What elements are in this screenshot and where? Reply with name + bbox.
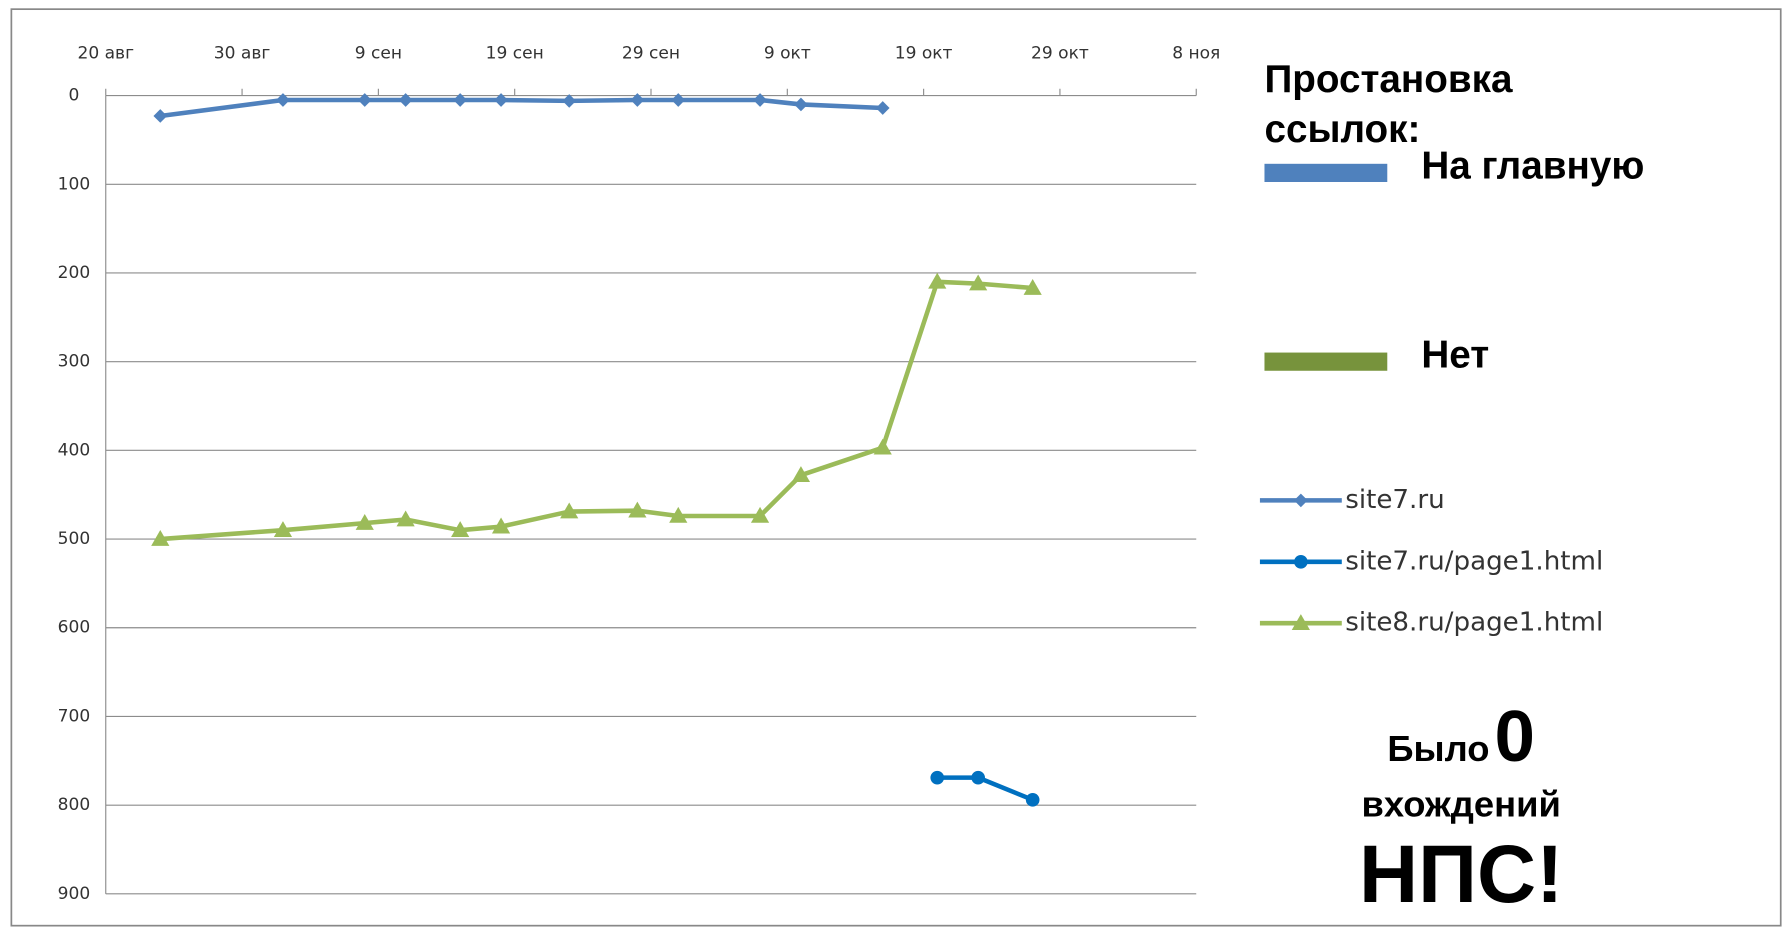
- point: [355, 513, 374, 530]
- point: [494, 93, 508, 107]
- point: [794, 97, 808, 112]
- legend-marker: [1294, 554, 1308, 569]
- legend-marker: [1294, 493, 1308, 508]
- point: [398, 93, 413, 107]
- x-tick-label: 8 ноя: [1172, 44, 1220, 64]
- y-tick-label: 700: [58, 706, 91, 726]
- y-tick-label: 100: [58, 174, 91, 194]
- point: [791, 466, 811, 483]
- point: [1023, 278, 1042, 295]
- annotation-text: вхождений: [1361, 783, 1561, 825]
- chart-frame: [10, 8, 1782, 927]
- legend-swatch: [1264, 352, 1388, 371]
- annotation-text: НПС!: [1359, 829, 1564, 920]
- y-tick-label: 200: [58, 263, 91, 283]
- legend-label: site8.ru/page1.html: [1345, 608, 1603, 638]
- point: [753, 93, 767, 107]
- spacer: [1546, 307, 1547, 308]
- point: [491, 517, 511, 534]
- y-tick-label: 400: [58, 440, 91, 460]
- x-tick-label: 29 сен: [622, 44, 680, 64]
- point: [276, 93, 290, 107]
- y-tick-label: 800: [58, 795, 91, 815]
- point: [451, 521, 470, 538]
- point: [930, 770, 945, 785]
- x-tick-label: 19 сен: [486, 44, 544, 64]
- y-tick-label: 500: [58, 529, 91, 549]
- legend-label: site7.ru/page1.html: [1345, 546, 1603, 576]
- point: [875, 101, 890, 115]
- annotation-number: 0: [1494, 699, 1536, 777]
- y-tick-label: 900: [58, 884, 91, 904]
- legend-title: Простановка ссылок:: [1264, 58, 1513, 152]
- x-tick-label: 30 авг: [214, 44, 271, 64]
- point: [396, 510, 415, 527]
- point: [151, 529, 170, 546]
- point: [1025, 792, 1040, 807]
- x-tick-label: 20 авг: [77, 44, 134, 64]
- point: [669, 506, 688, 523]
- point: [357, 93, 372, 107]
- point: [628, 501, 647, 518]
- legend-label: Нет: [1421, 333, 1489, 376]
- x-tick-label: 9 сен: [355, 44, 402, 64]
- point: [971, 770, 985, 785]
- point: [750, 506, 770, 523]
- point: [671, 93, 686, 107]
- legend-swatch: [1264, 163, 1388, 182]
- x-tick-label: 19 окт: [895, 44, 953, 64]
- legend-label: site7.ru: [1345, 485, 1444, 515]
- annotation-text: Было: [1387, 727, 1490, 769]
- point: [928, 272, 947, 289]
- point: [969, 274, 988, 291]
- point: [560, 502, 579, 519]
- point: [453, 93, 467, 107]
- x-tick-label: 29 окт: [1031, 44, 1089, 64]
- x-tick-label: 9 окт: [764, 44, 811, 64]
- point: [873, 438, 892, 455]
- point: [630, 93, 645, 107]
- annotation-box: Было 0 вхождений НПС!: [1330, 699, 1592, 915]
- legend-label: На главную: [1421, 145, 1644, 188]
- series-line: [159, 97, 883, 119]
- y-tick-label: 0: [68, 86, 79, 106]
- y-tick-label: 600: [58, 618, 91, 638]
- legend-marker: [1291, 614, 1310, 631]
- point: [273, 521, 293, 538]
- legend-title-box: Простановка ссылок:: [1264, 58, 1513, 152]
- y-tick-label: 300: [58, 352, 91, 372]
- annotation: Было 0 вхождений НПС!: [1330, 699, 1592, 915]
